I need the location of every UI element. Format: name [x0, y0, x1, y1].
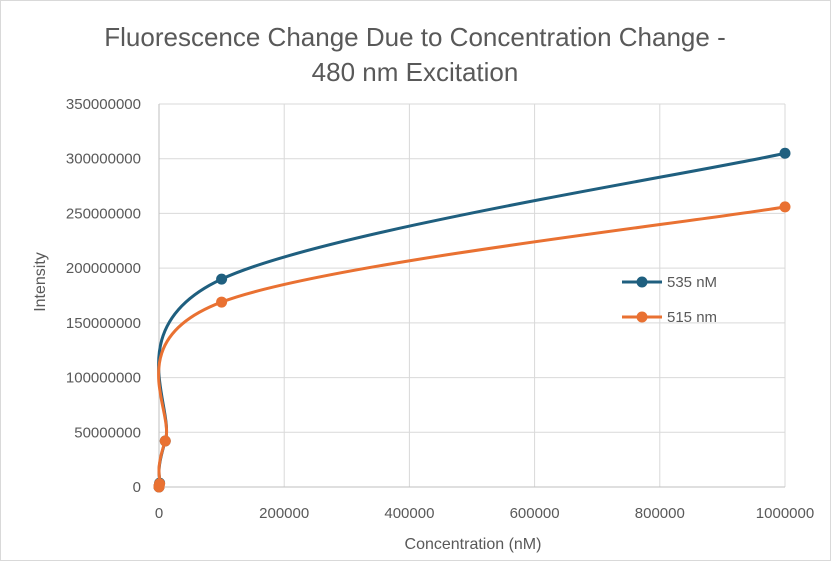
data-point	[779, 201, 791, 213]
legend-marker	[636, 311, 648, 323]
data-point	[216, 273, 228, 285]
y-tick-label: 150000000	[66, 315, 141, 332]
y-tick-label: 250000000	[66, 205, 141, 222]
series-2	[153, 201, 791, 493]
series-group	[153, 147, 791, 493]
data-point	[779, 147, 791, 159]
x-axis-label: Concentration (nM)	[405, 536, 542, 553]
x-tick-label: 400000	[384, 505, 434, 522]
legend-label: 535 nM	[667, 274, 717, 291]
legend-item-2: 515 nm	[622, 309, 717, 326]
legend-label: 515 nm	[667, 309, 717, 326]
x-tick-label: 0	[155, 505, 163, 522]
data-point	[216, 296, 228, 308]
y-axis-label: Intensity	[32, 252, 49, 312]
x-tick-label: 600000	[510, 505, 560, 522]
legend: 535 nM 515 nm	[622, 274, 717, 326]
x-tick-label: 800000	[635, 505, 685, 522]
data-point	[159, 435, 171, 447]
y-tick-label: 100000000	[66, 370, 141, 387]
y-tick-label: 200000000	[66, 260, 141, 277]
series-line	[157, 205, 787, 490]
x-tick-label: 200000	[259, 505, 309, 522]
y-tick-label: 300000000	[66, 151, 141, 168]
y-tick-label: 350000000	[66, 96, 141, 113]
data-point	[154, 478, 166, 490]
x-tick-label: 1000000	[756, 505, 814, 522]
grid-lines	[159, 103, 786, 487]
chart-title-line-1: Fluorescence Change Due to Concentration…	[104, 22, 726, 52]
axes	[158, 104, 785, 488]
legend-item-1: 535 nM	[622, 274, 717, 291]
y-tick-label: 50000000	[74, 424, 141, 441]
y-tick-label: 0	[133, 479, 141, 496]
chart-title-line-2: 480 nm Excitation	[312, 57, 519, 87]
legend-marker	[636, 276, 648, 288]
tick-labels: 0 50000000 100000000 150000000 200000000 2500…	[66, 96, 814, 522]
